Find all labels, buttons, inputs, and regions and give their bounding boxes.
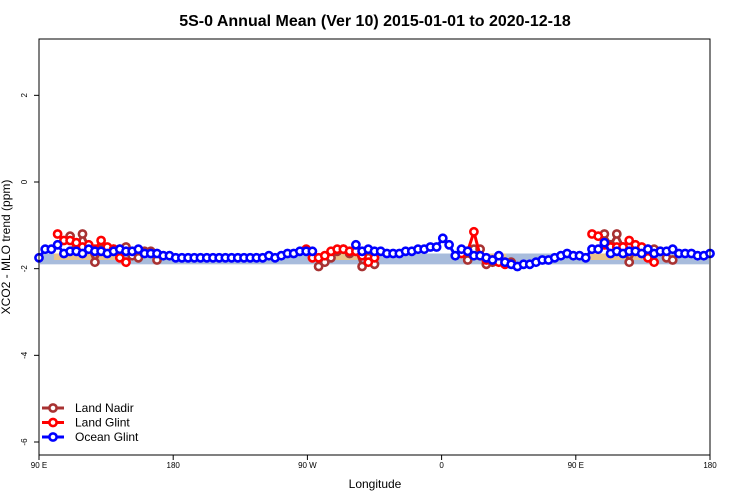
- legend-marker-land-glint: [48, 417, 58, 428]
- data-point-ocean-glint: [431, 242, 442, 252]
- y-tick-label: -2: [20, 265, 29, 273]
- data-point-land-nadir: [462, 255, 473, 265]
- data-point-land-glint: [96, 235, 106, 246]
- y-tick-label: -6: [20, 438, 29, 446]
- x-tick-label: 90 E: [31, 461, 47, 470]
- data-point-ocean-glint: [643, 244, 653, 255]
- y-axis: -6 -4 -2 0 2: [20, 93, 39, 446]
- y-axis-label: XCO2 - MLO trend (ppm): [0, 180, 13, 315]
- data-point-ocean-glint: [487, 255, 498, 265]
- data-point-land-nadir: [90, 257, 100, 268]
- data-point-land-nadir: [624, 257, 635, 268]
- legend-label-land-glint: Land Glint: [75, 416, 130, 430]
- data-point-land-glint: [319, 250, 330, 261]
- legend-item-ocean-glint: Ocean Glint: [42, 430, 139, 444]
- data-point-land-glint: [363, 257, 374, 268]
- x-tick-label: 0: [439, 461, 444, 470]
- data-point-land-nadir: [667, 255, 678, 265]
- legend-marker-ocean-glint: [48, 432, 58, 442]
- data-point-land-glint: [624, 235, 635, 246]
- data-point-ocean-glint: [667, 244, 678, 255]
- data-point-ocean-glint: [77, 248, 88, 259]
- x-tick-label: 180: [167, 461, 181, 470]
- data-point-land-nadir: [313, 261, 324, 272]
- data-point-ocean-glint: [307, 246, 318, 257]
- legend-item-land-nadir: Land Nadir: [42, 401, 134, 415]
- data-point-land-nadir: [133, 252, 144, 263]
- x-tick-label: 90 W: [298, 461, 317, 470]
- series-ocean-glint: [34, 233, 715, 272]
- data-point-ocean-glint: [52, 239, 63, 250]
- data-point-ocean-glint: [493, 250, 504, 261]
- y-tick-label: 0: [20, 179, 29, 184]
- x-tick-label: 180: [703, 461, 717, 470]
- data-point-land-nadir: [77, 229, 88, 239]
- y-tick-label: 2: [20, 93, 29, 98]
- data-point-land-glint: [593, 231, 604, 242]
- x-axis: 90 E 180 90 W 0 90 E 180: [31, 455, 717, 470]
- data-point-ocean-glint: [580, 252, 591, 263]
- data-point-ocean-glint: [46, 244, 57, 255]
- legend-marker-land-nadir: [48, 403, 58, 413]
- land-region-mark-0: [53, 253, 124, 260]
- data-point-land-glint: [643, 252, 653, 263]
- chart-title: 5S-0 Annual Mean (Ver 10) 2015-01-01 to …: [179, 13, 571, 30]
- data-point-ocean-glint: [444, 239, 454, 250]
- data-point-ocean-glint: [133, 244, 144, 255]
- y-tick-label: -4: [20, 351, 29, 359]
- data-point-ocean-glint: [636, 248, 647, 259]
- data-point-ocean-glint: [462, 246, 473, 257]
- legend-label-land-nadir: Land Nadir: [75, 401, 134, 415]
- data-point-land-glint: [468, 226, 479, 237]
- legend-label-ocean-glint: Ocean Glint: [75, 430, 139, 444]
- legend-item-land-glint: Land Glint: [42, 416, 130, 430]
- data-point-land-nadir: [611, 229, 622, 239]
- data-point-ocean-glint: [450, 250, 461, 261]
- data-point-land-nadir: [357, 261, 367, 272]
- data-point-land-glint: [121, 257, 131, 268]
- data-point-land-glint: [649, 257, 659, 268]
- data-point-ocean-glint: [437, 233, 448, 244]
- data-point-ocean-glint: [593, 244, 604, 255]
- x-tick-label: 90 E: [568, 461, 584, 470]
- data-point-land-glint: [71, 237, 82, 248]
- x-axis-label: Longitude: [349, 477, 402, 491]
- data-point-land-glint: [52, 229, 63, 239]
- plot-frame: [38, 38, 711, 456]
- plot-area: [34, 226, 715, 272]
- data-point-ocean-glint: [599, 237, 610, 248]
- data-point-land-glint: [114, 252, 125, 263]
- data-point-ocean-glint: [350, 239, 361, 250]
